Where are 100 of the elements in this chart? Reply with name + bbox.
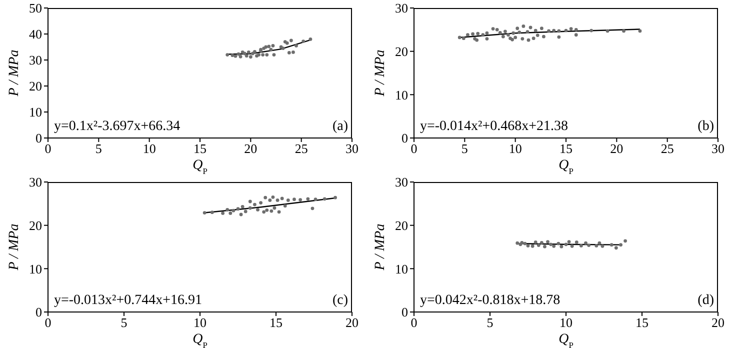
x-tick-label: 15 [560, 141, 572, 156]
point [306, 197, 310, 201]
point [261, 53, 265, 56]
line-series [226, 39, 312, 55]
x-axis-title: Q$_{P}$ [558, 332, 574, 348]
point [265, 208, 269, 212]
x-tick-label: 15 [194, 141, 206, 156]
point [638, 29, 642, 33]
point [606, 29, 610, 33]
y-tick-label: 30 [29, 174, 42, 190]
x-tick-label: 10 [560, 315, 572, 330]
point [485, 31, 489, 35]
y-tick-label: 30 [395, 0, 408, 16]
point [543, 244, 546, 248]
point [540, 26, 544, 30]
x-axis-title: Q$_{P}$ [558, 158, 574, 176]
annotation: (a) [332, 119, 348, 135]
point [466, 33, 470, 37]
point [526, 244, 530, 248]
y-axis-title: P / MPa [7, 50, 22, 98]
point [272, 53, 276, 56]
x-axis-title: Q$_{P}$ [192, 158, 208, 176]
point [302, 40, 306, 43]
point [516, 26, 520, 30]
point [290, 38, 293, 42]
point [495, 28, 499, 32]
point [622, 29, 626, 33]
point [526, 30, 530, 34]
point [587, 244, 590, 247]
point [547, 29, 550, 33]
point [334, 196, 337, 200]
y-tick-label: 20 [29, 218, 42, 233]
point [546, 240, 550, 244]
point [226, 53, 230, 56]
y-axis-title: P / MPa [7, 224, 22, 272]
point [265, 53, 269, 56]
y-tick-label: 10 [29, 104, 42, 120]
point [236, 52, 240, 56]
point [557, 29, 561, 33]
x-tick-label: 10 [142, 141, 156, 156]
x-tick-label: 5 [120, 315, 128, 330]
annotation: y=-0.013x²+0.744x+16.91 [54, 293, 202, 309]
point [512, 31, 516, 35]
point [584, 241, 588, 245]
point [614, 246, 618, 250]
point [277, 210, 281, 214]
point [540, 240, 544, 244]
x-tick-label: 25 [294, 141, 308, 156]
point [256, 208, 260, 212]
point [271, 44, 275, 48]
point [236, 207, 240, 211]
point [269, 48, 273, 52]
point [264, 196, 268, 200]
point [552, 28, 556, 32]
point [270, 209, 274, 213]
y-tick-label: 10 [395, 87, 408, 102]
point [481, 33, 485, 37]
x-tick-label: 5 [95, 141, 102, 156]
point [292, 50, 295, 54]
y-tick-label: 0 [36, 130, 42, 146]
point [504, 30, 507, 34]
point [598, 241, 602, 245]
point [556, 242, 560, 246]
point [246, 50, 250, 54]
point [248, 206, 252, 210]
point [253, 202, 256, 206]
point [564, 28, 568, 32]
point [536, 34, 540, 37]
x-tick-label: 5 [461, 141, 468, 156]
annotation: (d) [698, 293, 714, 309]
point [234, 54, 238, 58]
point [590, 28, 594, 32]
y-tick-label: 10 [29, 261, 42, 276]
point [292, 198, 296, 202]
x-tick-label: 15 [270, 315, 282, 330]
point [534, 28, 538, 32]
point [624, 239, 627, 243]
annotation: (b) [698, 119, 714, 135]
point [619, 243, 622, 247]
point [268, 198, 272, 202]
point [514, 36, 518, 40]
x-tick-label: 20 [346, 315, 358, 330]
annotation: y=-0.014x²+0.468x+21.38 [420, 119, 568, 135]
point [506, 33, 510, 37]
y-tick-label: 0 [402, 304, 408, 320]
x-tick-label: 20 [610, 141, 624, 156]
point [574, 33, 578, 37]
point [310, 206, 314, 210]
point [253, 50, 256, 54]
point [248, 55, 252, 59]
x-tick-label: 25 [660, 141, 674, 156]
point [569, 27, 573, 30]
point [471, 32, 474, 36]
annotation: y=0.042x²-0.818x+18.78 [420, 293, 560, 309]
y-axis-title: P / MPa [373, 50, 388, 98]
point [580, 244, 583, 248]
y-tick-label: 30 [395, 174, 408, 190]
point [518, 30, 522, 34]
point [549, 242, 552, 246]
point [210, 210, 214, 214]
